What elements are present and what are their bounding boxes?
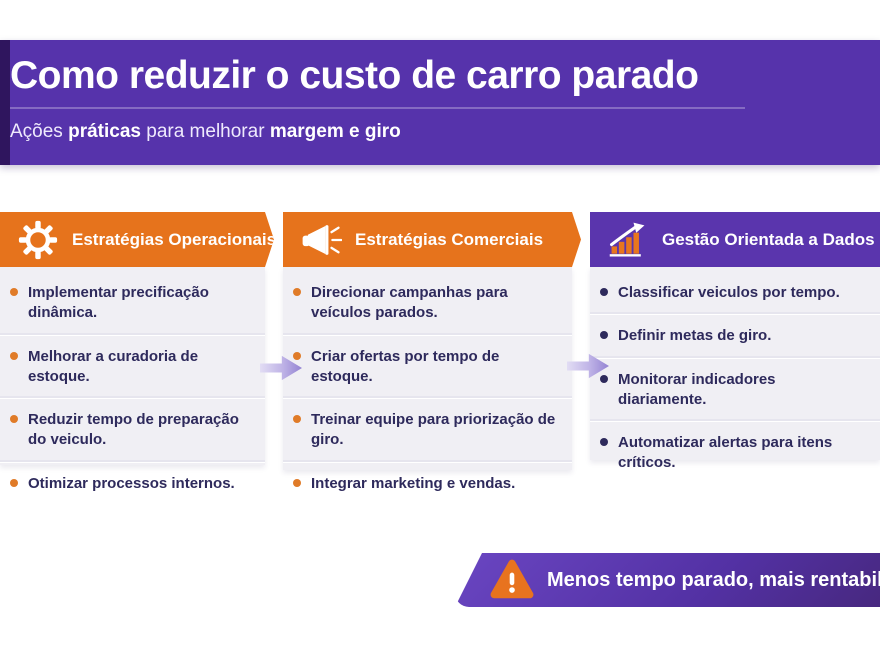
column-title: Estratégias Operacionais [72,229,277,249]
megaphone-icon [299,218,343,262]
bullet-dot [293,478,301,487]
gear-icon [16,218,60,262]
subtitle-bold-praticas: práticas [68,121,141,142]
list-item: Integrar marketing e vendas. [283,461,572,505]
page-subtitle: Ações práticas para melhorar margem e gi… [10,121,401,143]
bullet-dot [10,351,18,360]
bullet-dot [293,288,301,296]
list-item: Criar ofertas por tempo de estoque. [283,334,572,399]
column-body: Classificar veiculos por tempo. Definir … [590,267,880,471]
list-item: Otimizar processos internos. [0,461,265,505]
bullet-dot [10,415,18,423]
list-item: Reduzir tempo de preparação do veiculo. [0,398,265,462]
list-item-text: Definir metas de giro. [618,327,772,345]
list-item-text: Direcionar campanhas para veículos parad… [311,284,508,322]
comerciais-list: Direcionar campanhas para veículos parad… [283,267,572,505]
bullet-dot [293,351,301,360]
list-item-text: Reduzir tempo de preparação do veiculo. [28,411,239,449]
column-title: Gestão Orientada a Dados [662,229,875,249]
column-body: Direcionar campanhas para veículos parad… [283,267,572,492]
list-item-text: Otimizar processos internos. [28,474,235,492]
subtitle-bold-margem-giro: margem e giro [269,121,401,142]
column-body: Implementar precificação dinâmica. Melho… [0,267,265,492]
list-item: Monitorar indicadores diariamente. [590,357,880,422]
list-item-text: Integrar marketing e vendas. [311,474,516,492]
bullet-dot [600,331,608,340]
list-item-text: Automatizar alertas para itens críticos. [618,434,833,472]
column-title: Estratégias Comerciais [355,229,544,249]
list-item: Implementar precificação dinâmica. [0,272,265,335]
subtitle-text: Ações [10,121,69,142]
list-item-text: Classificar veiculos por tempo. [618,284,840,301]
bullet-dot [600,374,608,383]
list-item: Direcionar campanhas para veículos parad… [283,272,572,335]
list-item-text: Implementar precificação dinâmica. [28,284,209,322]
list-item-text: Criar ofertas por tempo de estoque. [311,347,500,385]
list-item-text: Melhorar a curadoria de estoque. [28,347,199,385]
list-item: Melhorar a curadoria de estoque. [0,334,265,399]
column-header-dados: Gestão Orientada a Dados [590,212,880,267]
list-item: Automatizar alertas para itens críticos. [590,421,880,485]
bullet-dot [293,415,301,423]
list-item-text: Monitorar indicadores diariamente. [618,370,776,408]
title-underline [10,107,745,109]
page-title: Como reduzir o custo de carro parado [10,54,699,97]
list-item: Definir metas de giro. [590,314,880,357]
subtitle-text: para melhorar [140,121,270,142]
list-item: Classificar veiculos por tempo. [590,272,880,314]
bullet-dot [10,478,18,487]
bar-chart-icon [606,218,650,262]
column-dados: Gestão Orientada a Dados Classificar vei… [590,212,880,471]
header-left-accent-bar [0,40,10,165]
column-operacionais: Estratégias Operacionais Implementar pre… [0,212,265,492]
warning-icon [489,557,535,603]
footer-banner: Menos tempo parado, mais rentabilidade. [455,553,880,607]
operacionais-list: Implementar precificação dinâmica. Melho… [0,267,265,505]
list-item-text: Treinar equipe para priorização de giro. [311,411,556,449]
bullet-dot [10,288,18,296]
header-banner: Como reduzir o custo de carro parado Açõ… [0,40,880,165]
column-header-operacionais: Estratégias Operacionais [0,212,274,267]
column-comerciais: Estratégias Comerciais Direcionar campan… [283,212,572,492]
bullet-dot [600,438,608,446]
footer-banner-text: Menos tempo parado, mais rentabilidade. [547,568,880,591]
bullet-dot [600,288,608,296]
dados-list: Classificar veiculos por tempo. Definir … [590,267,880,485]
list-item: Treinar equipe para priorização de giro. [283,398,572,462]
column-header-comerciais: Estratégias Comerciais [283,212,581,267]
